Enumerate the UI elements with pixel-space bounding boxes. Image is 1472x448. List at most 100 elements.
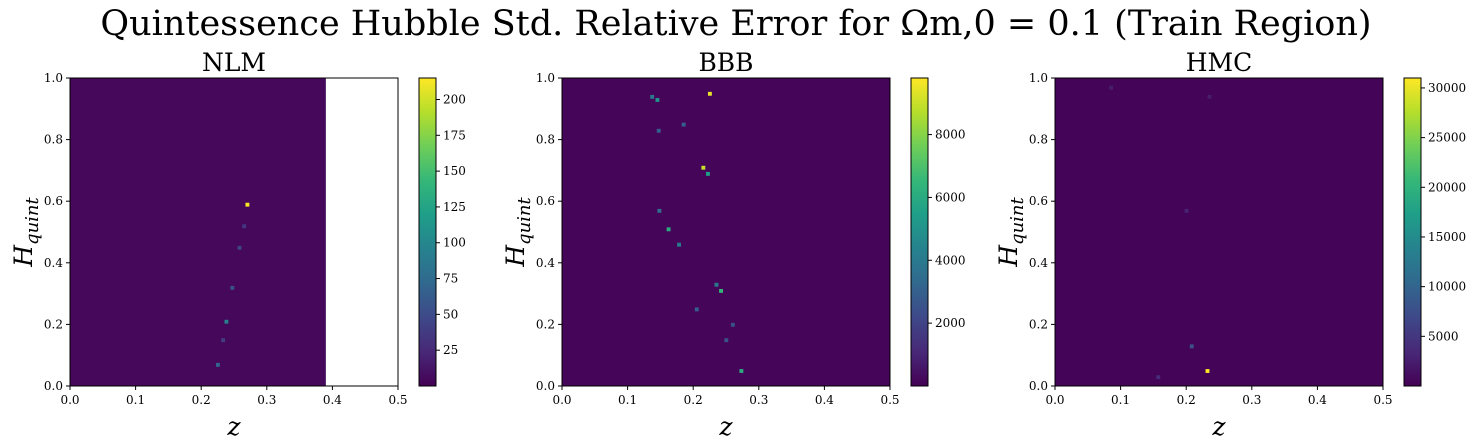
colorbar-tick-label: 6000 [935,190,966,204]
colorbar-tick-label: 25000 [1428,131,1466,145]
panel-bbb: 0.0 0.1 0.2 0.3 0.4 0.5 0.0 0.2 0.4 0.6 0.8 1.0 BBB z… [501,48,966,441]
x-axis-label: z [1211,412,1226,441]
y-tick-label: 0.8 [44,133,63,147]
heatmap-cell [681,122,686,127]
heatmap-cell [655,98,660,102]
heatmap-cell [242,224,247,229]
colorbar: 2000 4000 6000 8000 [910,77,966,387]
colorbar-tick-label: 175 [443,128,466,142]
colorbar-tick-label: 5000 [1428,329,1459,343]
colorbar-tick-label: 50 [443,307,458,321]
x-tick-label: 0.0 [552,393,571,407]
x-tick-label: 0.3 [257,393,276,407]
heatmap-cell [1207,94,1212,99]
heatmap-cell [707,91,712,96]
y-tick-label: 0.6 [1029,194,1048,208]
heatmap-cell [1184,208,1189,213]
heatmap-background [70,78,326,386]
x-tick-label: 0.5 [880,393,899,407]
y-axis-label: Hquint [994,196,1028,267]
colorbar-tick-label: 8000 [935,128,966,142]
colorbar-tick-label: 10000 [1428,280,1466,294]
x-axis-label: z [718,412,733,441]
heatmap-cell [1156,375,1161,380]
y-tick-label: 0.2 [536,317,555,331]
heatmap-cell [666,227,671,232]
heatmap-cell [230,285,235,290]
colorbar-tick-label: 125 [443,200,466,214]
x-tick-label: 0.0 [1045,393,1064,407]
x-tick-label: 0.2 [192,393,211,407]
heatmap-cell [739,369,744,373]
y-tick-label: 0.8 [1029,133,1048,147]
heatmap-cell [650,94,655,99]
colorbar-tick-label: 2000 [935,316,966,330]
y-tick-label: 0.0 [1029,379,1048,393]
axes-frame [69,77,399,387]
panel-nlm: 0.0 0.1 0.2 0.3 0.4 0.5 0.0 0.2 0.4 0.6 0.8 1.0 NLM z… [9,48,466,441]
panel-title: NLM [202,48,266,77]
axes-frame [1054,77,1384,387]
heatmap-background [1055,78,1383,386]
y-tick-label: 0.2 [44,317,63,331]
heatmap-cell [215,362,220,367]
heatmap-cell [694,307,699,312]
x-tick-label: 0.3 [1242,393,1261,407]
y-tick-label: 0.4 [44,256,63,270]
heatmap-cell [701,165,706,170]
heatmap-cell [705,171,710,176]
y-tick-label: 1.0 [44,71,63,85]
panel-title: BBB [698,48,753,77]
heatmap-cell [677,242,682,247]
y-tick-label: 0.6 [536,194,555,208]
y-tick-label: 0.0 [536,379,555,393]
panel-title: HMC [1186,48,1253,77]
y-tick-label: 1.0 [1029,71,1048,85]
colorbar-tick-label: 100 [443,236,466,250]
x-tick-label: 0.0 [60,393,79,407]
x-tick-label: 0.1 [618,393,637,407]
x-tick-label: 0.4 [1308,393,1327,407]
heatmap-cell [245,202,250,207]
y-tick-label: 0.6 [44,194,63,208]
y-tick-label: 0.2 [1029,317,1048,331]
heatmap-cell [719,288,723,293]
x-tick-label: 0.4 [815,393,834,407]
heatmap-cell [724,338,729,343]
heatmap-cell [1189,344,1194,349]
colorbar-tick-label: 25 [443,343,458,357]
heatmap-cell [656,128,661,133]
colorbar-tick-label: 20000 [1428,180,1466,194]
heatmap-cell [221,338,226,343]
heatmap-cell [714,282,719,287]
colorbar: 5000 10000 15000 20000 25000 30000 [1403,77,1466,387]
x-tick-label: 0.5 [1373,393,1392,407]
y-tick-label: 1.0 [536,71,555,85]
heatmap-cell [237,245,242,250]
figure-suptitle: Quintessence Hubble Std. Relative Error … [0,2,1472,46]
colorbar-tick-label: 200 [443,92,466,106]
axes-frame [561,77,891,387]
heatmap-background [562,78,890,386]
y-axis-label: Hquint [9,196,43,267]
x-tick-label: 0.5 [388,393,407,407]
colorbar-gradient [910,77,929,387]
heatmap-cell [657,208,662,213]
heatmap-cell [224,319,229,324]
x-tick-label: 0.2 [684,393,703,407]
y-tick-label: 0.8 [536,133,555,147]
colorbar-tick-label: 150 [443,164,466,178]
x-tick-label: 0.3 [749,393,768,407]
x-tick-label: 0.1 [1111,393,1130,407]
y-tick-label: 0.4 [536,256,555,270]
colorbar-tick-label: 15000 [1428,230,1466,244]
heatmap-cell [1205,369,1210,373]
x-axis-label: z [226,412,241,441]
suptitle-text: Quintessence Hubble Std. Relative Error … [100,4,1372,44]
x-tick-label: 0.2 [1177,393,1196,407]
colorbar-tick-label: 4000 [935,253,966,267]
colorbar-tick-label: 75 [443,272,458,286]
colorbar-tick-label: 30000 [1428,81,1466,95]
colorbar-gradient [1403,77,1422,387]
